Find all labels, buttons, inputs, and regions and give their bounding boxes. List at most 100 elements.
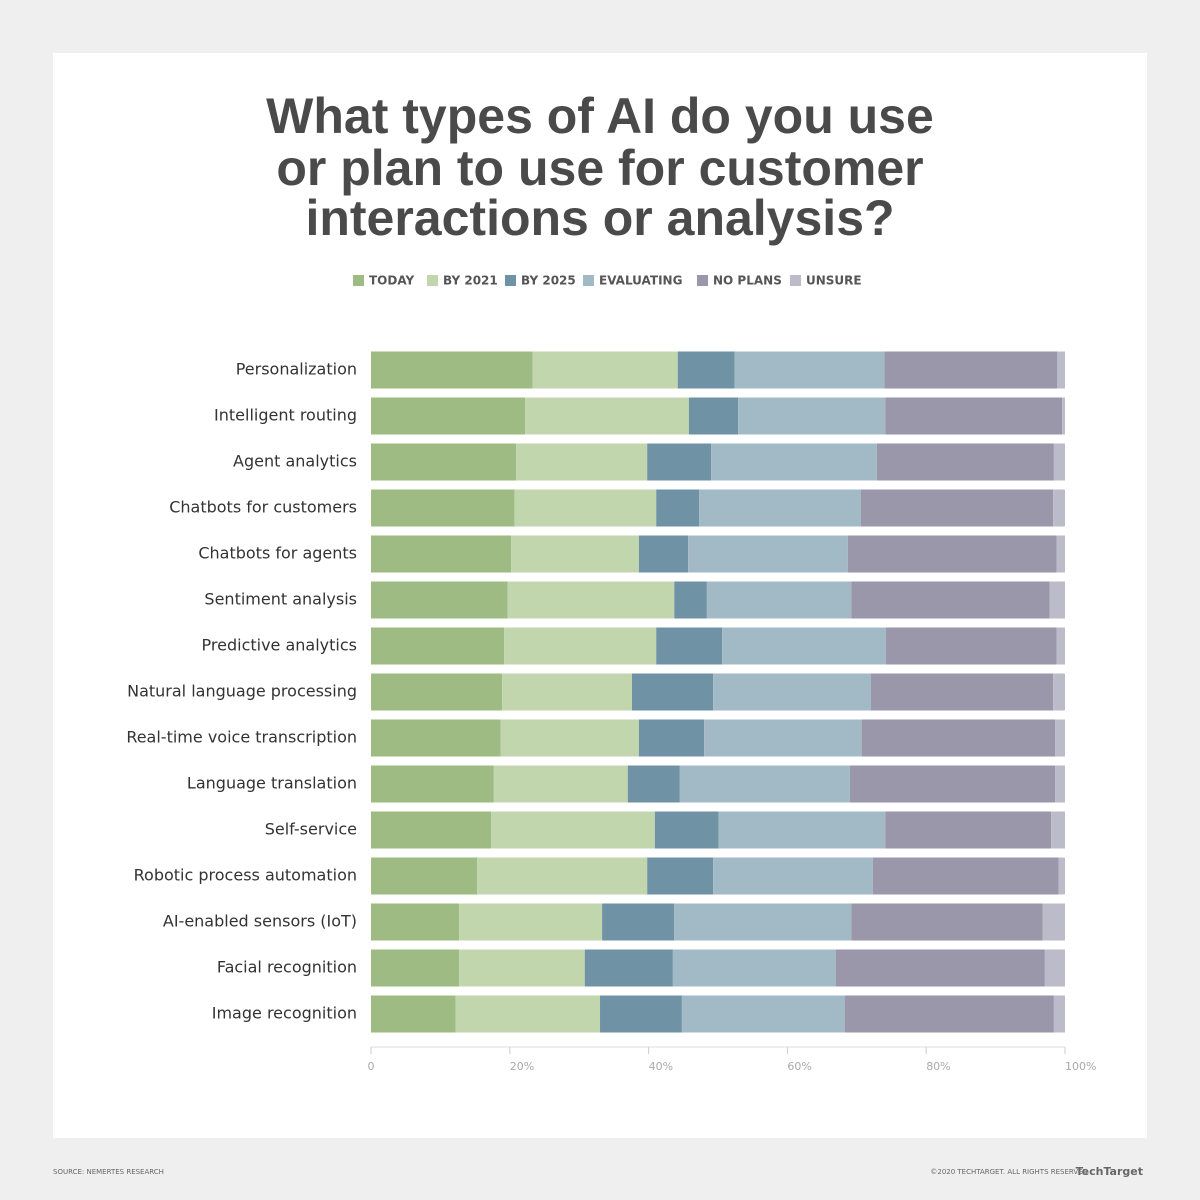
bar-segment bbox=[1042, 903, 1065, 941]
bar-segment bbox=[860, 489, 1054, 527]
bar-segment bbox=[1057, 351, 1065, 389]
bar-segment bbox=[699, 489, 861, 527]
bar-segment bbox=[1044, 949, 1065, 987]
bar-segment bbox=[507, 581, 675, 619]
bar-segment bbox=[532, 351, 678, 389]
bar-segment bbox=[876, 443, 1054, 481]
chart-title: or plan to use for customer bbox=[276, 140, 923, 196]
y-tick-label: Image recognition bbox=[212, 1004, 357, 1023]
y-tick-label: Self-service bbox=[265, 820, 357, 839]
y-tick-label: Natural language processing bbox=[127, 682, 357, 701]
bar-segment bbox=[885, 811, 1052, 849]
bar-segment bbox=[1053, 995, 1065, 1033]
legend-swatch bbox=[353, 275, 364, 286]
bar-segment bbox=[706, 581, 852, 619]
legend-swatch bbox=[583, 275, 594, 286]
bar-segment bbox=[600, 995, 682, 1033]
bar-segment bbox=[1055, 719, 1065, 757]
legend-label: NO PLANS bbox=[713, 274, 782, 288]
bar-segment bbox=[847, 535, 1057, 573]
x-tick-label: 60% bbox=[787, 1060, 811, 1073]
bar-segment bbox=[835, 949, 1045, 987]
legend-label: TODAY bbox=[369, 274, 414, 288]
bar-segment bbox=[647, 857, 714, 895]
bar-segment bbox=[500, 719, 639, 757]
bar-segment bbox=[845, 995, 1054, 1033]
bar-segment bbox=[1056, 535, 1065, 573]
bar-segment bbox=[713, 857, 873, 895]
bar-segment bbox=[1056, 627, 1065, 665]
bar-segment bbox=[713, 673, 871, 711]
legend-swatch bbox=[505, 275, 516, 286]
bar-segment bbox=[525, 397, 689, 435]
bar-segment bbox=[502, 673, 632, 711]
bar-segment bbox=[516, 443, 648, 481]
y-tick-label: Sentiment analysis bbox=[204, 590, 357, 609]
bar-segment bbox=[627, 765, 680, 803]
bar-segment bbox=[638, 535, 689, 573]
bar-segment bbox=[514, 489, 657, 527]
bar-segment bbox=[688, 535, 848, 573]
y-tick-label: Chatbots for agents bbox=[198, 544, 357, 563]
chart-title: What types of AI do you use bbox=[266, 88, 934, 144]
bar-segment bbox=[1055, 765, 1065, 803]
y-tick-label: Intelligent routing bbox=[214, 406, 357, 425]
bar-segment bbox=[584, 949, 673, 987]
bar-segment bbox=[371, 443, 517, 481]
bar-segment bbox=[371, 673, 503, 711]
legend-label: BY 2025 bbox=[521, 274, 576, 288]
bar-segment bbox=[371, 581, 508, 619]
y-tick-label: Real-time voice transcription bbox=[126, 728, 357, 747]
bar-segment bbox=[722, 627, 886, 665]
bar-segment bbox=[656, 489, 700, 527]
bar-segment bbox=[511, 535, 639, 573]
x-tick-label: 0 bbox=[368, 1060, 375, 1073]
bar-segment bbox=[371, 627, 505, 665]
x-tick-label: 40% bbox=[649, 1060, 673, 1073]
bar-segment bbox=[638, 719, 705, 757]
bar-segment bbox=[654, 811, 719, 849]
bar-segment bbox=[493, 765, 628, 803]
y-tick-label: Facial recognition bbox=[217, 958, 357, 977]
bar-segment bbox=[672, 949, 836, 987]
bar-segment bbox=[504, 627, 657, 665]
legend-label: UNSURE bbox=[806, 274, 862, 288]
bar-segment bbox=[1049, 581, 1065, 619]
y-tick-label: Agent analytics bbox=[233, 452, 357, 471]
bar-segment bbox=[674, 903, 852, 941]
brand: TechTarget bbox=[1076, 1165, 1143, 1178]
bar-segment bbox=[1062, 397, 1065, 435]
bar-segment bbox=[851, 903, 1043, 941]
y-tick-label: Robotic process automation bbox=[134, 866, 357, 885]
source: SOURCE: NEMERTES RESEARCH bbox=[53, 1168, 164, 1176]
bar-segment bbox=[704, 719, 862, 757]
copyright: ©2020 TECHTARGET. ALL RIGHTS RESERVED bbox=[930, 1168, 1088, 1176]
bar-segment bbox=[718, 811, 886, 849]
x-tick-label: 20% bbox=[510, 1060, 534, 1073]
bar-segment bbox=[602, 903, 675, 941]
bar-segment bbox=[861, 719, 1056, 757]
y-tick-label: Personalization bbox=[236, 360, 357, 379]
bar-segment bbox=[371, 489, 515, 527]
bar-segment bbox=[884, 351, 1058, 389]
bar-segment bbox=[688, 397, 739, 435]
bar-segment bbox=[477, 857, 648, 895]
bar-segment bbox=[1053, 673, 1065, 711]
bar-segment bbox=[371, 811, 492, 849]
bar-segment bbox=[491, 811, 655, 849]
legend-label: EVALUATING bbox=[599, 274, 682, 288]
bar-segment bbox=[872, 857, 1059, 895]
bar-segment bbox=[738, 397, 886, 435]
bar-segment bbox=[371, 535, 512, 573]
bar-segment bbox=[734, 351, 885, 389]
y-tick-label: Predictive analytics bbox=[202, 636, 357, 655]
bar-segment bbox=[674, 581, 707, 619]
bar-segment bbox=[371, 351, 533, 389]
x-tick-label: 100% bbox=[1065, 1060, 1096, 1073]
bar-segment bbox=[371, 949, 460, 987]
bar-segment bbox=[371, 857, 478, 895]
bar-segment bbox=[1058, 857, 1065, 895]
bar-segment bbox=[885, 627, 1057, 665]
bar-segment bbox=[677, 351, 735, 389]
